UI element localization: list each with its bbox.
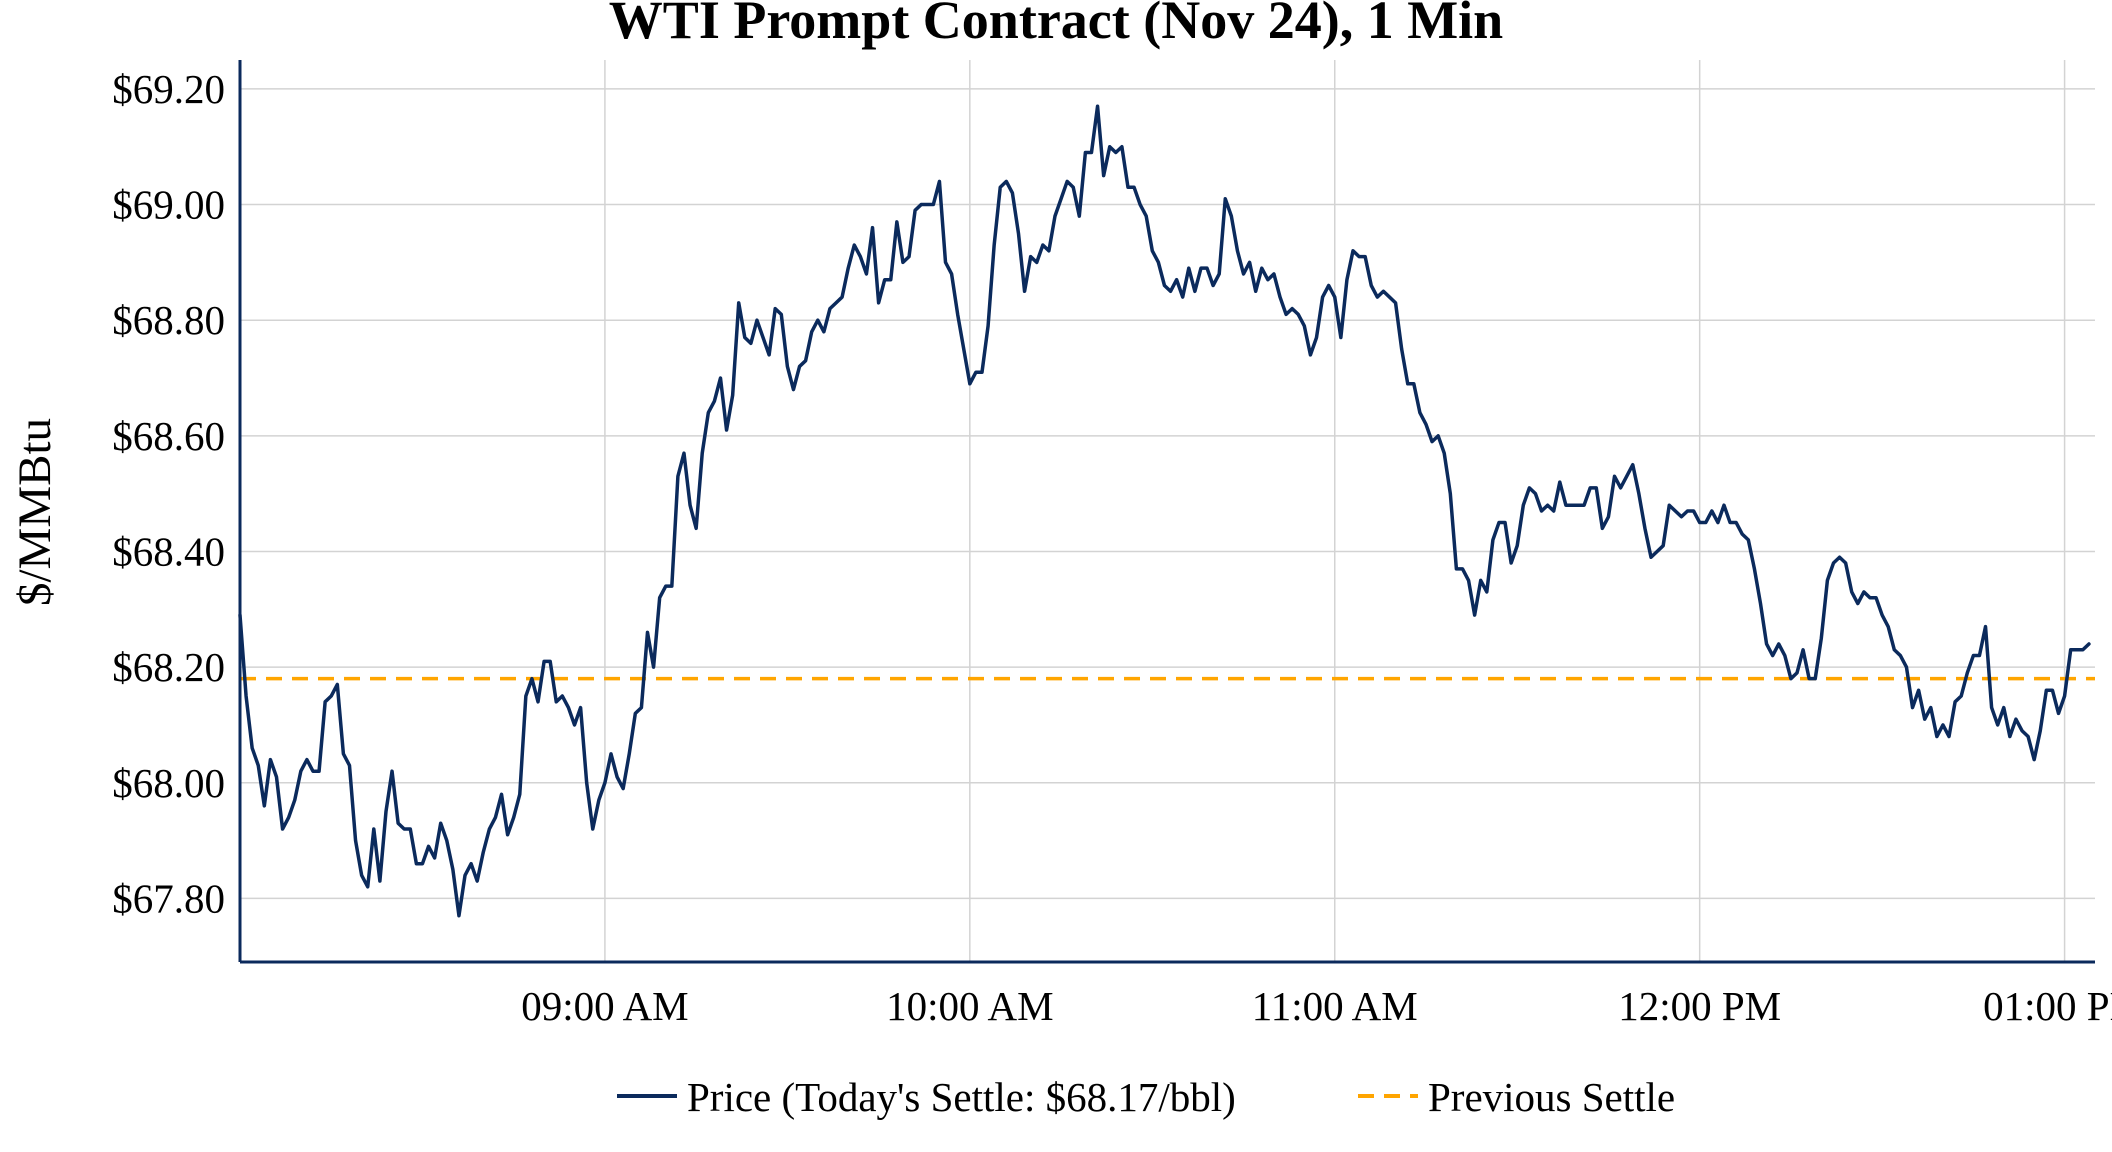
y-tick-label: $68.60: [112, 413, 225, 459]
y-axis-title: $/MMBtu: [9, 418, 61, 606]
x-tick-label: 01:00 PM: [1983, 983, 2112, 1029]
y-tick-labels: $67.80 $68.00 $68.20 $68.40 $68.60 $68.80 $69.…: [112, 66, 225, 921]
x-tick-label: 10:00 AM: [886, 983, 1053, 1029]
y-tick-label: $67.80: [112, 875, 225, 921]
grid-lines: [240, 60, 2095, 962]
y-tick-label: $68.40: [112, 528, 225, 574]
x-tick-label: 09:00 AM: [521, 983, 688, 1029]
price-line: [238, 104, 2091, 918]
y-tick-label: $69.00: [112, 182, 225, 228]
axes: [238, 60, 2095, 964]
legend-item-price: Price (Today's Settle: $68.17/bbl): [617, 1074, 1236, 1120]
price-series-layer: [238, 104, 2091, 918]
x-tick-label: 12:00 PM: [1618, 983, 1781, 1029]
y-tick-label: $68.80: [112, 297, 225, 343]
legend-label-previous-settle: Previous Settle: [1428, 1074, 1675, 1120]
y-tick-label: $69.20: [112, 66, 225, 112]
y-tick-label: $68.20: [112, 644, 225, 690]
legend-item-previous-settle: Previous Settle: [1358, 1074, 1675, 1120]
y-tick-label: $68.00: [112, 760, 225, 806]
chart-title: WTI Prompt Contract (Nov 24), 1 Min: [609, 0, 1503, 50]
x-tick-label: 11:00 AM: [1252, 983, 1418, 1029]
x-tick-labels: 09:00 AM 10:00 AM 11:00 AM 12:00 PM 01:00 PM: [521, 983, 2112, 1029]
legend-label-price: Price (Today's Settle: $68.17/bbl): [687, 1074, 1236, 1120]
legend: Price (Today's Settle: $68.17/bbl) Previ…: [617, 1074, 1675, 1120]
